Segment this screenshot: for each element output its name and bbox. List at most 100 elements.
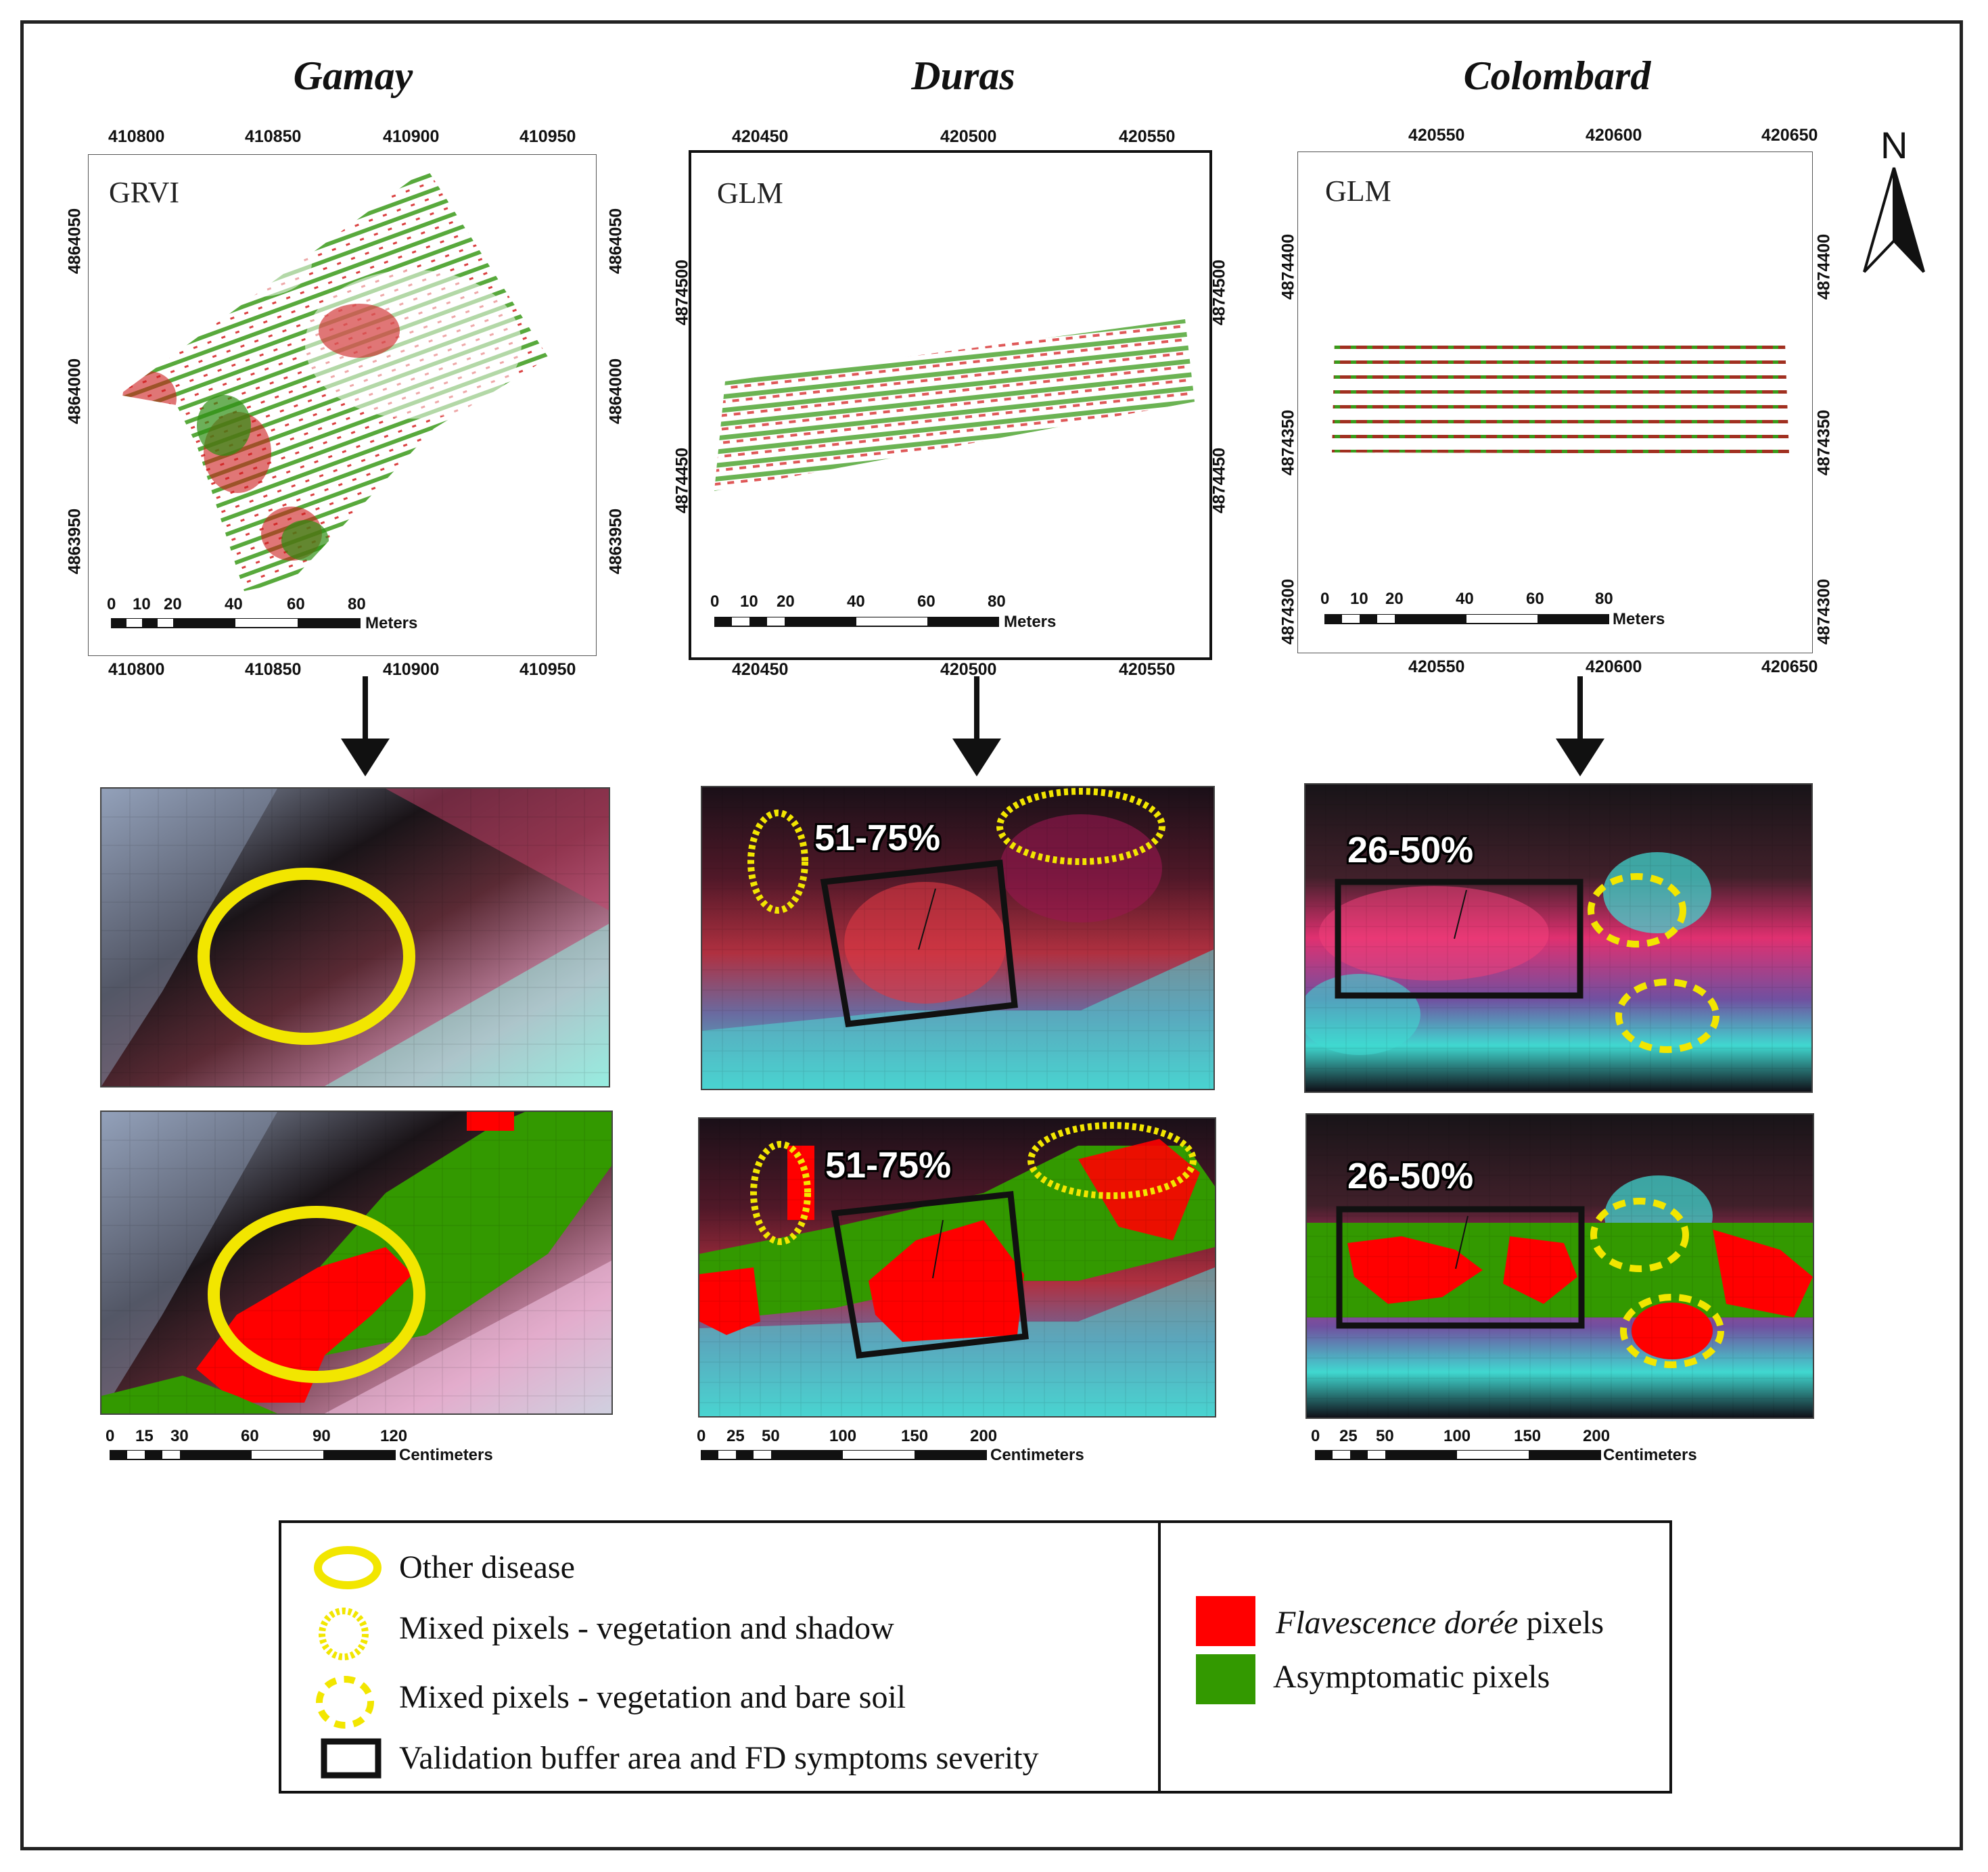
easting-top: 420600: [1586, 126, 1642, 145]
easting-bottom: 420450: [732, 660, 789, 679]
scale-tick: 100: [829, 1427, 857, 1445]
scale-bar-graphic: [110, 1450, 396, 1460]
classified-image-colombard: [1307, 1115, 1813, 1418]
northing-right: 4864050: [606, 208, 626, 275]
northing-left: 4874300: [1278, 578, 1298, 645]
map-frame-colombard: GLM: [1297, 151, 1813, 653]
map-frame-duras: GLM: [689, 150, 1212, 660]
scale-bar-graphic: [714, 617, 999, 627]
easting-bottom: 420650: [1761, 657, 1818, 676]
scale-bar-graphic: [111, 618, 361, 628]
legend-fd-suffix: pixels: [1518, 1605, 1604, 1641]
northing-right: 4874350: [1814, 409, 1834, 476]
site-title-gamay: Gamay: [293, 53, 413, 98]
easting-bottom: 420550: [1119, 660, 1176, 679]
legend-fd: Flavescence dorée pixels: [1276, 1604, 1604, 1641]
northing-left: 4874350: [1278, 409, 1298, 476]
figure-frame: [20, 20, 1963, 1850]
northing-left: 4874450: [672, 447, 692, 514]
scale-tick: 100: [1443, 1427, 1471, 1445]
legend-asymptomatic: Asymptomatic pixels: [1273, 1659, 1550, 1695]
easting-top: 410800: [108, 127, 165, 146]
index-label-colombard: GLM: [1325, 174, 1391, 208]
site-title-duras: Duras: [911, 53, 1015, 98]
legend-mixed-shadow: Mixed pixels - vegetation and shadow: [399, 1610, 894, 1646]
easting-top: 410850: [245, 127, 302, 146]
zoom-classified-gamay: [100, 1110, 613, 1415]
easting-bottom: 410850: [245, 660, 302, 679]
scale-unit: Meters: [1004, 613, 1057, 631]
scale-tick: 40: [847, 592, 865, 611]
vineyard-map-duras: [714, 319, 1195, 491]
scale-tick: 30: [170, 1427, 189, 1445]
scale-tick: 0: [1320, 590, 1330, 608]
scale-tick: 10: [740, 592, 758, 611]
scale-tick: 0: [107, 595, 116, 613]
scale-tick: 80: [348, 595, 366, 613]
northing-left: 4863950: [65, 508, 85, 575]
easting-top: 410900: [383, 127, 440, 146]
dashed-ellipse-icon: [316, 1676, 374, 1729]
northing-right: 4864000: [606, 358, 626, 425]
vineyard-map-colombard: [1332, 339, 1789, 454]
scale-unit: Centimeters: [1603, 1446, 1697, 1464]
northing-right: 4874400: [1814, 233, 1834, 300]
northing-left: 4874400: [1278, 233, 1298, 300]
scale-tick: 80: [1595, 590, 1613, 608]
scale-tick: 60: [917, 592, 935, 611]
easting-bottom: 420600: [1586, 657, 1642, 676]
scale-tick: 20: [777, 592, 795, 611]
scale-tick: 0: [697, 1427, 706, 1445]
scale-tick: 25: [726, 1427, 745, 1445]
scale-bar-graphic: [1324, 614, 1609, 624]
easting-top: 420550: [1408, 126, 1465, 145]
scale-tick: 200: [970, 1427, 998, 1445]
northing-left: 4864000: [65, 358, 85, 425]
legend: Other disease Mixed pixels - vegetation …: [279, 1520, 1672, 1794]
scale-tick: 40: [225, 595, 243, 613]
scale-tick: 10: [133, 595, 151, 613]
dotted-ellipse-icon: [319, 1608, 369, 1660]
easting-top: 410950: [519, 127, 576, 146]
severity-label-duras-classified: 51-75%: [825, 1145, 952, 1186]
northing-left: 4874500: [672, 259, 692, 326]
scale-unit: Meters: [365, 614, 418, 632]
scale-tick: 80: [988, 592, 1006, 611]
easting-top: 420650: [1761, 126, 1818, 145]
scale-tick: 15: [135, 1427, 154, 1445]
severity-label-colombard-classified: 26-50%: [1347, 1156, 1474, 1196]
easting-top: 420450: [732, 127, 789, 146]
index-label-gamay: GRVI: [109, 176, 180, 209]
legend-fd-italic: Flavescence dorée: [1276, 1605, 1519, 1641]
legend-divider: [1158, 1523, 1161, 1791]
easting-top: 420500: [940, 127, 997, 146]
zoom-rgb-colombard: 26-50%: [1304, 783, 1813, 1093]
easting-bottom: 420550: [1408, 657, 1465, 676]
zoom-classified-colombard: 26-50%: [1305, 1113, 1814, 1419]
scale-tick: 60: [241, 1427, 259, 1445]
rgb-image-duras: [702, 787, 1213, 1089]
legend-validation: Validation buffer area and FD symptoms s…: [399, 1740, 1039, 1776]
black-rectangle-icon: [321, 1738, 382, 1779]
northing-right: 4874300: [1814, 578, 1834, 645]
northing-right: 4863950: [606, 508, 626, 575]
down-arrow-icon: [341, 676, 390, 776]
vineyard-map-gamay: [119, 168, 549, 591]
scale-tick: 200: [1583, 1427, 1611, 1445]
down-arrow-icon: [952, 676, 1001, 776]
scale-tick: 150: [1514, 1427, 1542, 1445]
zoom-classified-duras: 51-75%: [698, 1117, 1216, 1418]
zoom-rgb-gamay: [100, 787, 610, 1087]
scale-bar-graphic: [1315, 1450, 1601, 1460]
zoom-rgb-duras: 51-75%: [701, 786, 1215, 1090]
north-letter: N: [1880, 124, 1908, 166]
scale-tick: 40: [1456, 590, 1474, 608]
fd-swatch: [1196, 1596, 1255, 1646]
legend-other-disease: Other disease: [399, 1549, 575, 1585]
solid-ellipse-icon: [314, 1546, 382, 1589]
scale-bar-graphic: [701, 1450, 987, 1460]
other-disease-ellipse: [198, 868, 415, 1045]
scale-unit: Centimeters: [990, 1446, 1084, 1464]
scale-unit: Centimeters: [399, 1446, 493, 1464]
down-arrow-icon: [1556, 676, 1604, 776]
